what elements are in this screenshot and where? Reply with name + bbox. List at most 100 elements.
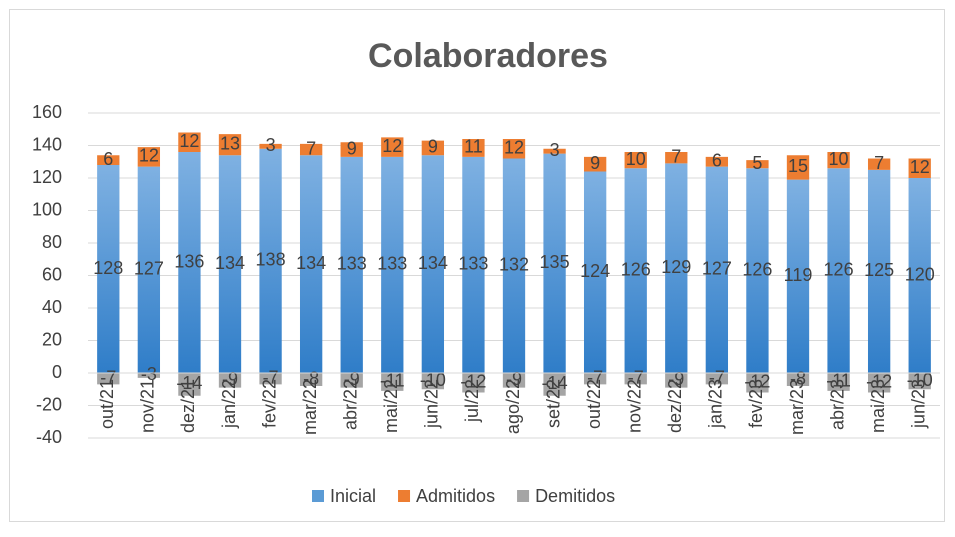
bar-segment: [543, 373, 566, 396]
y-tick-label: 160: [32, 102, 62, 122]
bar-segment: [97, 155, 120, 165]
bar-segment: [786, 155, 810, 180]
x-tick-label: jul/22: [462, 379, 482, 423]
data-label: -9: [668, 369, 684, 389]
data-label: 127: [702, 259, 732, 279]
y-tick-label: 40: [42, 297, 62, 317]
bar-segment: [137, 373, 161, 378]
bar-segment: [746, 373, 769, 393]
data-label: 126: [621, 259, 651, 279]
x-tick-label: dez/21: [178, 379, 198, 433]
bar-segment: [583, 373, 607, 385]
data-label: -9: [344, 369, 360, 389]
data-label: -7: [263, 367, 279, 387]
bar-segment: [178, 132, 201, 152]
data-label: 125: [864, 260, 894, 280]
data-label: -7: [628, 367, 644, 387]
x-tick-label: nov/21: [138, 379, 158, 433]
bar-segment: [827, 152, 850, 169]
data-label: -11: [826, 371, 851, 391]
data-label: 7: [874, 153, 884, 173]
bar-segment: [746, 160, 769, 169]
data-label: 135: [540, 252, 570, 272]
data-label: 12: [382, 136, 402, 156]
data-label: 12: [179, 131, 199, 151]
data-label: 126: [742, 259, 772, 279]
data-label: 15: [788, 156, 808, 176]
bar-segment: [502, 158, 526, 373]
data-label: 10: [626, 149, 646, 169]
data-label: 6: [103, 149, 113, 169]
data-label: 133: [458, 254, 488, 274]
data-label: 134: [296, 253, 326, 273]
bar-segment: [624, 152, 647, 169]
data-label: 11: [464, 137, 483, 157]
data-label: 5: [752, 153, 762, 173]
data-label: 133: [377, 254, 407, 274]
data-label: -12: [866, 372, 892, 392]
bar-segment: [137, 147, 161, 167]
data-label: 128: [93, 258, 123, 278]
data-label: 6: [712, 151, 722, 171]
y-tick-label: 80: [42, 232, 62, 252]
bar-segment: [746, 168, 769, 373]
x-tick-label: out/22: [584, 379, 604, 429]
data-label: -7: [709, 367, 725, 387]
bar-segment: [543, 148, 566, 154]
bar-segment: [665, 163, 688, 373]
data-label: 129: [661, 257, 691, 277]
data-label: -10: [420, 370, 446, 390]
data-label: -14: [176, 373, 202, 393]
data-label: 12: [504, 138, 524, 158]
x-tick-label: nov/22: [624, 379, 644, 433]
bar-segment: [178, 373, 201, 396]
bar-segment: [462, 156, 485, 373]
bar-segment: [259, 373, 282, 385]
x-tick-label: jun/23: [908, 379, 928, 429]
bar-segment: [299, 373, 323, 386]
data-label: 3: [550, 140, 560, 160]
data-label: -12: [744, 372, 770, 392]
x-tick-label: jan/23: [706, 379, 726, 429]
bar-segment: [705, 166, 729, 373]
bar-segment: [259, 143, 282, 149]
data-label: -9: [222, 369, 238, 389]
x-tick-label: jan/22: [219, 379, 239, 429]
bar-segment: [786, 179, 810, 373]
data-label: 138: [256, 250, 286, 270]
y-tick-label: -40: [36, 427, 62, 447]
legend-label: Admitidos: [416, 486, 495, 506]
legend-label: Inicial: [330, 486, 376, 506]
x-tick-label: fev/22: [259, 379, 279, 428]
y-tick-label: 20: [42, 329, 62, 349]
bar-segment: [218, 134, 242, 156]
bar-segment: [381, 137, 404, 157]
bar-segment: [462, 373, 485, 393]
bar-segment: [502, 139, 526, 159]
data-label: 12: [910, 157, 930, 177]
x-tick-label: mar/22: [300, 379, 320, 435]
x-tick-label: abr/23: [827, 379, 847, 430]
x-tick-label: fev/23: [746, 379, 766, 428]
bar-segment: [908, 178, 931, 373]
data-label: 119: [784, 265, 813, 285]
data-label: 9: [590, 153, 600, 173]
data-label: 120: [905, 264, 935, 284]
legend-swatch: [398, 490, 411, 502]
bar-segment: [908, 373, 931, 390]
y-tick-label: -20: [36, 394, 62, 414]
y-tick-label: 140: [32, 134, 62, 154]
legend-swatch: [517, 490, 530, 502]
data-label: 136: [174, 251, 204, 271]
data-label: -12: [460, 372, 486, 392]
bar-segment: [543, 153, 566, 373]
data-label: 127: [134, 259, 164, 279]
bar-segment: [665, 152, 688, 164]
y-tick-label: 100: [32, 199, 62, 219]
data-label: 3: [266, 135, 276, 155]
data-label: -10: [907, 370, 933, 390]
bar-segment: [624, 168, 647, 373]
x-tick-label: ago/22: [503, 379, 523, 434]
data-label: -3: [141, 364, 157, 384]
